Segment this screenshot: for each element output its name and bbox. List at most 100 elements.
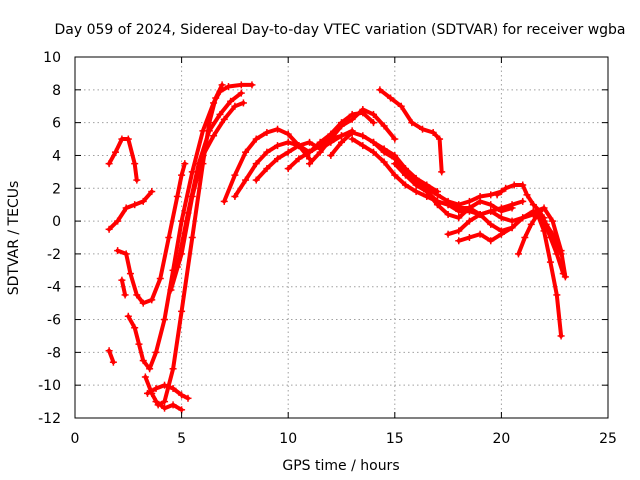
y-tick-label: 4 xyxy=(52,148,61,164)
y-axis-label: SDTVAR / TECUs xyxy=(6,181,22,296)
data-point xyxy=(465,197,473,205)
data-point xyxy=(284,165,292,173)
data-point xyxy=(218,81,226,89)
data-point xyxy=(284,130,292,138)
data-point xyxy=(423,188,431,196)
data-point xyxy=(359,132,367,140)
series-arc25 xyxy=(514,211,565,340)
series-arc18 xyxy=(369,138,505,209)
data-point xyxy=(455,207,463,215)
data-point xyxy=(455,227,463,235)
x-tick-label: 20 xyxy=(492,431,510,447)
data-point xyxy=(135,340,143,348)
data-point xyxy=(401,171,409,179)
data-point xyxy=(553,291,561,299)
data-point xyxy=(519,197,527,205)
series-arc28 xyxy=(118,276,129,299)
data-point xyxy=(105,225,113,233)
data-point xyxy=(455,214,463,222)
data-point xyxy=(274,155,282,163)
data-point xyxy=(139,357,147,365)
data-point xyxy=(465,204,473,212)
series-line xyxy=(516,212,564,338)
data-point xyxy=(139,299,147,307)
x-tick-label: 5 xyxy=(177,431,186,447)
data-point xyxy=(401,181,409,189)
data-point xyxy=(391,135,399,143)
y-tick-label: 8 xyxy=(52,83,61,99)
y-tick-label: -2 xyxy=(47,247,61,263)
data-point xyxy=(105,347,113,355)
data-point xyxy=(397,102,405,110)
data-point xyxy=(476,230,484,238)
data-point xyxy=(124,135,132,143)
data-point xyxy=(143,389,151,397)
series-arc17 xyxy=(376,86,446,176)
series-arc6 xyxy=(143,381,192,402)
data-point xyxy=(242,148,250,156)
data-point xyxy=(184,209,192,217)
data-point xyxy=(391,160,399,168)
x-tick-label: 25 xyxy=(599,431,617,447)
data-point xyxy=(540,204,548,212)
data-point xyxy=(487,237,495,245)
data-point xyxy=(199,127,207,135)
data-point xyxy=(173,192,181,200)
data-point xyxy=(205,119,213,127)
series-line xyxy=(495,183,564,256)
y-tick-label: -4 xyxy=(47,280,61,296)
data-point xyxy=(231,192,239,200)
data-point xyxy=(161,381,169,389)
series-line xyxy=(254,128,355,183)
data-point xyxy=(519,181,527,189)
data-point xyxy=(502,184,510,192)
data-point xyxy=(429,128,437,136)
data-point xyxy=(237,89,245,97)
data-point xyxy=(369,110,377,118)
y-tick-label: -8 xyxy=(47,345,61,361)
data-point xyxy=(216,110,224,118)
data-point xyxy=(173,263,181,271)
data-point xyxy=(529,201,537,209)
data-point xyxy=(557,332,565,340)
data-point xyxy=(148,296,156,304)
data-point xyxy=(263,165,271,173)
data-point xyxy=(327,135,335,143)
data-point xyxy=(242,176,250,184)
data-point xyxy=(284,138,292,146)
data-point xyxy=(118,276,126,284)
data-point xyxy=(161,398,169,406)
data-point xyxy=(508,224,516,232)
series-line xyxy=(107,137,139,183)
y-tick-label: 0 xyxy=(52,214,61,230)
data-point xyxy=(114,247,122,255)
data-point xyxy=(122,204,130,212)
data-point xyxy=(195,160,203,168)
data-point xyxy=(444,211,452,219)
data-point xyxy=(444,230,452,238)
data-point xyxy=(455,237,463,245)
data-point xyxy=(433,201,441,209)
data-point xyxy=(348,135,356,143)
series-arc3 xyxy=(114,160,189,307)
data-point xyxy=(369,138,377,146)
data-point xyxy=(220,197,228,205)
data-point xyxy=(169,365,177,373)
data-point xyxy=(178,171,186,179)
series-line xyxy=(154,399,184,412)
data-point xyxy=(263,148,271,156)
data-point xyxy=(465,234,473,241)
data-point xyxy=(112,148,120,156)
data-point xyxy=(118,135,126,143)
data-point xyxy=(131,324,139,332)
data-point xyxy=(109,358,117,366)
data-point xyxy=(433,191,441,199)
series-arc2 xyxy=(105,188,156,233)
data-point xyxy=(212,94,220,102)
data-point xyxy=(316,138,324,146)
data-point xyxy=(131,160,139,168)
data-point xyxy=(542,220,550,228)
data-point xyxy=(295,155,303,163)
data-point xyxy=(338,132,345,140)
data-point xyxy=(487,207,495,215)
